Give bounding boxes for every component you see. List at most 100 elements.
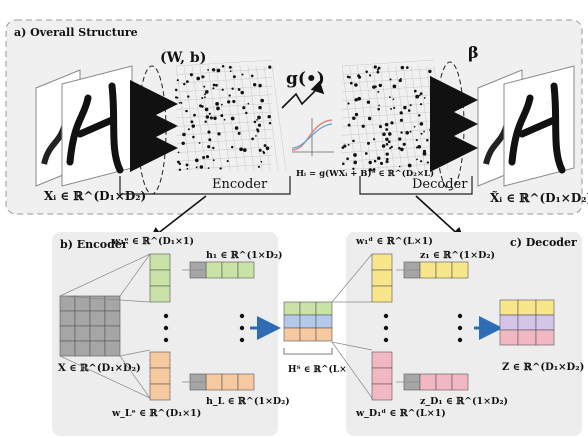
encoder-grid-dot xyxy=(232,99,236,104)
z-matrix-cell xyxy=(499,329,519,346)
decoder-grid-dot xyxy=(373,65,377,69)
encoder-w1-cell xyxy=(149,285,171,303)
z-matrix-cell xyxy=(499,314,519,331)
decoder-grid-dot xyxy=(420,132,423,135)
encoder-w1-cell xyxy=(149,269,171,287)
z-output-matrix xyxy=(499,299,555,346)
encoder-grid-gridline xyxy=(183,65,199,171)
input-math-label: Xᵢ ∈ ℝ^(D₁×D₂) xyxy=(44,189,146,203)
ht-label: Hᵀ ∈ ℝ^(L×D₂) xyxy=(288,364,363,375)
encoder-grid-dot xyxy=(255,135,257,137)
encoder-grid-gridline xyxy=(175,94,273,101)
decoder-grid-dot xyxy=(369,74,372,77)
to-decoder-arrow xyxy=(415,195,465,241)
x-matrix-cell xyxy=(74,310,91,327)
encoder-fan-lines xyxy=(59,253,151,399)
ht-brace xyxy=(283,348,333,355)
encoder-grid-dot xyxy=(253,120,257,124)
decoder-grid-dot xyxy=(364,152,368,155)
decoder-grid-dot xyxy=(372,168,376,171)
encoder-grid-dot xyxy=(181,141,185,146)
decoder-grid-gridline xyxy=(410,65,426,171)
encoder-bracket xyxy=(119,176,291,195)
x-matrix-cell xyxy=(59,325,76,342)
x-matrix-cell xyxy=(104,340,121,357)
decoder-grid-dot xyxy=(349,81,353,85)
decoder-grid-dot xyxy=(415,146,418,149)
encoder-grid-dot xyxy=(232,75,236,79)
decoder-grid-dot xyxy=(423,149,426,153)
encoder-grid-dot xyxy=(257,165,260,168)
decoder-grid-dot xyxy=(419,160,423,163)
x-matrix-cell xyxy=(59,310,76,327)
decoder-grid-dot xyxy=(419,92,423,95)
decoder-grid-dot xyxy=(354,112,359,117)
decoder-grid-gridline xyxy=(387,65,403,171)
encoder-grid-dot xyxy=(186,80,189,83)
beta-label: β xyxy=(468,43,479,62)
encoder-grid-dot xyxy=(230,145,234,149)
encoder-grid-dot xyxy=(221,103,223,106)
encoder-grid-dot xyxy=(241,73,244,76)
x-matrix-cell xyxy=(74,325,91,342)
decoder-grid-dot xyxy=(400,147,404,152)
ht-matrix-cell xyxy=(299,314,317,329)
h-transpose-matrix xyxy=(283,301,333,342)
decoder-bracket xyxy=(359,176,473,195)
decoder-label: Decoder xyxy=(412,177,468,192)
decoder-grid-dot xyxy=(357,74,361,78)
decoder-grid-gridline xyxy=(341,103,435,110)
encoder-h1-cell xyxy=(221,261,239,279)
decoder-grid-dot xyxy=(409,130,412,133)
encoder-grid-dot xyxy=(177,151,180,154)
encoder-grid-dot xyxy=(239,147,243,152)
decoder-grid-dot xyxy=(409,104,412,107)
decoder-grid-dot xyxy=(423,97,426,99)
x-matrix-cell xyxy=(89,340,106,357)
decoder-grid-dot xyxy=(400,77,402,80)
decoder-grid-dot xyxy=(429,128,434,132)
decoder-grid-dot xyxy=(366,100,371,104)
ht-matrix-cell xyxy=(299,301,317,316)
encoder-grid-dot xyxy=(195,166,198,169)
decoder-grid-dot xyxy=(422,151,427,156)
decoder-grid-dot xyxy=(413,89,417,93)
encoder-grid-dot xyxy=(207,167,210,169)
encoder-grid-dot xyxy=(256,119,258,121)
ht-matrix-cell xyxy=(315,314,333,329)
encoder-grid-dot xyxy=(196,76,201,81)
encoder-grid-dot xyxy=(202,155,206,160)
encoder-grid-dot xyxy=(204,96,206,99)
encoder-grid-dot xyxy=(247,102,250,105)
encoder-grid-dot xyxy=(262,150,265,153)
encoder-grid-dot xyxy=(216,106,220,111)
encoder-title: b) Encoder xyxy=(60,238,128,251)
encoder-grid-gridline xyxy=(247,65,263,171)
decoder-grid-dot xyxy=(347,123,351,127)
encoder-w1-cell xyxy=(149,253,171,271)
decoder-grid-dot xyxy=(378,83,383,88)
encoder-grid-dot xyxy=(187,95,190,98)
encoder-grid-dot xyxy=(228,65,232,69)
x-matrix-cell xyxy=(59,295,76,312)
decoder-fan-lines xyxy=(331,253,373,399)
z-matrix-cell xyxy=(535,299,555,316)
decoder-grid-dot xyxy=(365,70,368,73)
encoder-grid-dot xyxy=(174,96,178,99)
decoder-z1-row xyxy=(403,261,469,279)
decoder-grid-dot xyxy=(361,124,365,128)
x-matrix-cell xyxy=(104,310,121,327)
encoder-hL-cell xyxy=(205,373,223,391)
encoder-weight-arrows xyxy=(130,80,178,172)
x-input-matrix xyxy=(59,295,121,357)
encoder-grid-dot xyxy=(231,87,234,90)
decoder-grid-dot xyxy=(415,139,418,142)
decoder-grid-dot xyxy=(374,85,377,88)
encoder-grid-dot xyxy=(177,160,180,164)
decoder-grid-dot xyxy=(379,161,384,165)
encoder-grid-dot xyxy=(212,87,215,90)
encoder-wL-label: w_Lᵉ ∈ ℝ^(D₁×1) xyxy=(111,408,201,419)
decoder-grid-dot xyxy=(417,144,422,149)
decoder-grid-gridline xyxy=(341,77,435,84)
